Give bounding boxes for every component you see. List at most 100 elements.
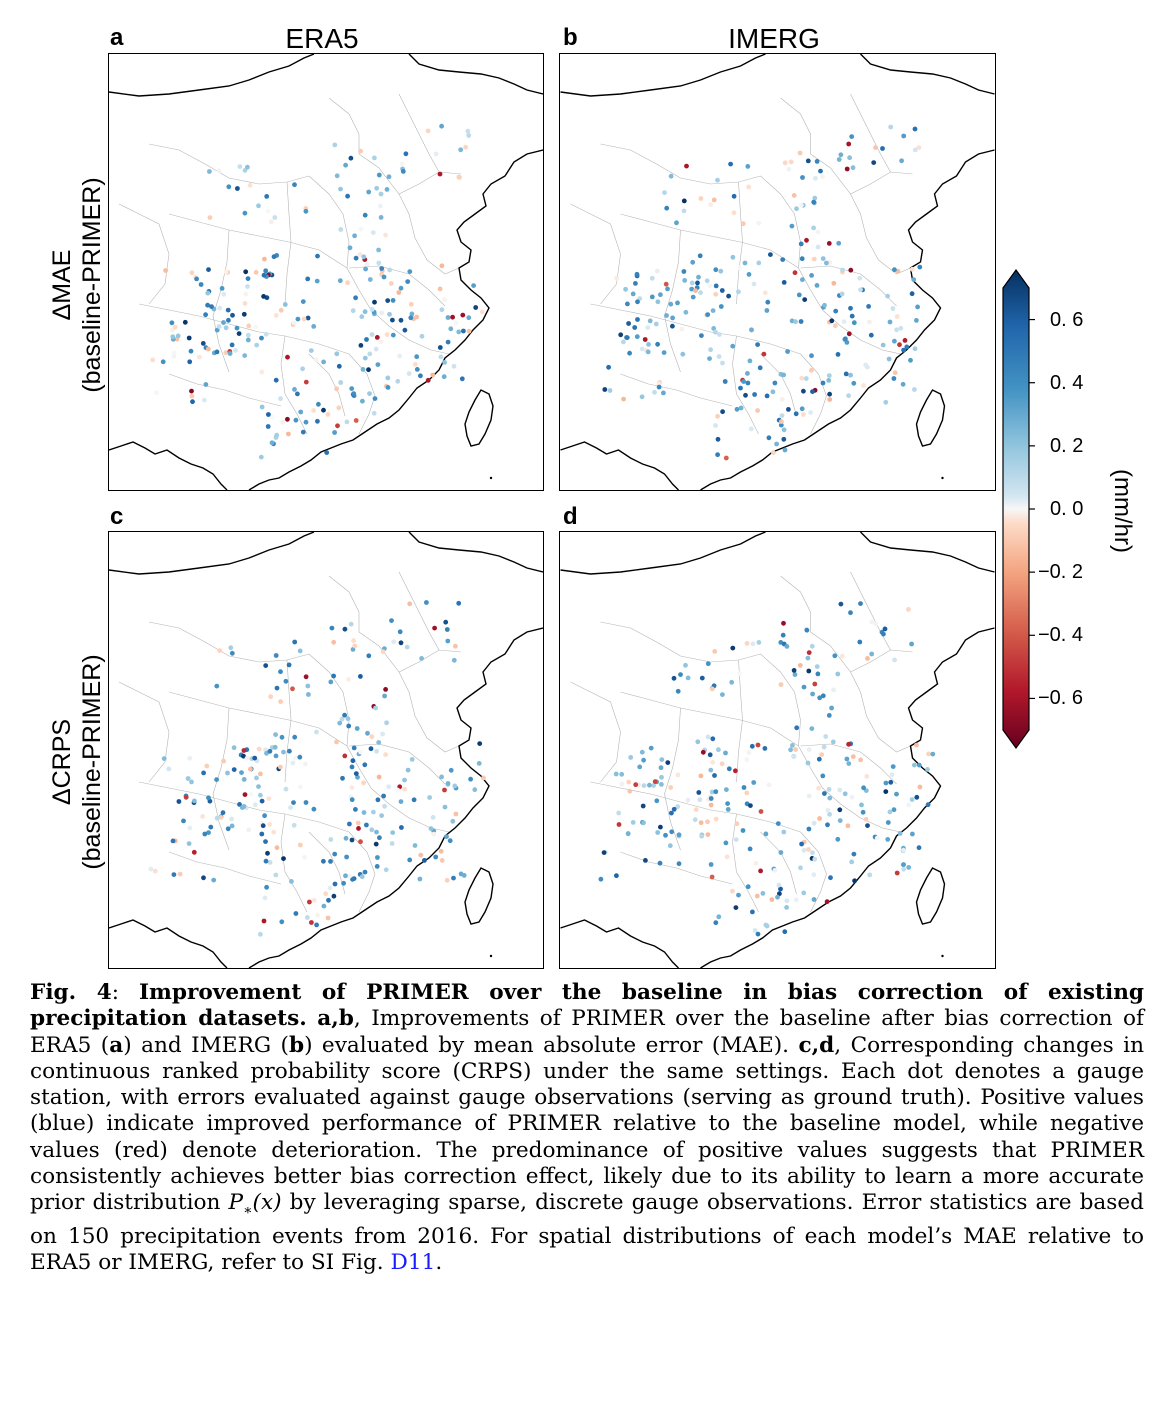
gauge-station-dot	[916, 145, 922, 150]
gauge-station-dot	[799, 375, 805, 381]
gauge-station-dot	[689, 280, 695, 286]
gauge-station-dot	[274, 432, 280, 438]
gauge-station-dot	[442, 297, 447, 303]
gauge-station-dot	[710, 736, 716, 742]
caption-ref-link[interactable]: D11	[390, 1250, 436, 1276]
gauge-station-dot	[349, 837, 355, 843]
gauge-station-dot	[639, 749, 645, 755]
gauge-station-dot	[274, 685, 280, 691]
gauge-station-dot	[719, 761, 725, 767]
gauge-station-dot	[641, 757, 646, 763]
gauge-station-dot	[369, 307, 375, 312]
gauge-station-dot	[827, 391, 832, 397]
gauge-station-dot	[815, 244, 821, 250]
gauge-station-dot	[302, 854, 307, 860]
gauge-station-dot	[831, 687, 836, 693]
gauge-station-dot	[262, 895, 268, 901]
gauge-station-dot	[371, 410, 377, 416]
gauge-station-dot	[402, 327, 408, 333]
gauge-station-dot	[324, 450, 330, 455]
colorbar-tick-label: 0. 6	[1050, 308, 1084, 331]
gauge-station-dot	[652, 389, 657, 395]
gauge-station-dot	[671, 675, 677, 681]
gauge-station-dot	[348, 621, 354, 627]
gauge-station-dot	[669, 810, 674, 816]
gauge-station-dot	[451, 657, 457, 663]
gauge-station-dot	[408, 315, 414, 321]
gauge-station-dot	[901, 862, 906, 867]
panel-letter-a: a	[110, 24, 124, 51]
gauge-station-dot	[214, 777, 219, 782]
gauge-station-dot	[822, 791, 827, 796]
gauge-station-dot	[360, 398, 365, 404]
gauge-station-dot	[198, 282, 204, 287]
gauge-station-dot	[328, 837, 334, 842]
gauge-station-dot	[385, 375, 391, 381]
gauge-station-dot	[894, 791, 899, 797]
gauge-station-dot	[225, 307, 231, 313]
province-border	[600, 621, 761, 663]
gauge-station-dot	[724, 854, 730, 860]
gauge-station-dot	[268, 694, 274, 700]
gauge-station-dot	[447, 838, 453, 844]
gauge-station-dot	[722, 379, 728, 384]
gauge-station-dot	[627, 350, 632, 356]
gauge-station-dot	[190, 399, 195, 405]
gauge-station-dot	[793, 897, 799, 903]
gauge-station-dot	[259, 798, 265, 804]
gauge-station-dot	[445, 339, 451, 345]
gauge-station-dot	[902, 338, 908, 343]
gauge-station-dot	[351, 745, 357, 751]
gauge-station-dot	[303, 800, 309, 805]
gauge-station-dot	[707, 356, 712, 361]
gauge-station-dot	[619, 771, 625, 777]
gauge-station-dot	[200, 814, 205, 819]
gauge-station-dot	[347, 873, 352, 879]
gauge-station-dot	[788, 159, 794, 165]
gauge-station-dot	[781, 436, 787, 442]
gauge-station-dot	[909, 266, 915, 272]
gauge-station-dot	[278, 396, 283, 402]
province-border	[308, 653, 410, 819]
taiwan-outline	[464, 867, 494, 925]
gauge-station-dot	[412, 362, 418, 367]
gauge-station-dot	[848, 372, 853, 378]
gauge-station-dot	[194, 276, 199, 282]
gauge-station-dot	[386, 174, 392, 180]
gauge-station-dot	[912, 147, 918, 153]
gauge-station-dot	[374, 748, 379, 754]
gauge-station-dot	[869, 651, 875, 657]
province-border	[620, 213, 799, 269]
gauge-station-dot	[189, 779, 194, 785]
gauge-station-dot	[811, 225, 816, 231]
gauge-station-dot	[836, 240, 842, 246]
gauge-station-dot	[383, 752, 388, 757]
gauge-station-dot	[882, 626, 888, 632]
gauge-station-dot	[481, 775, 486, 781]
gauge-station-dot	[832, 323, 838, 329]
gauge-station-dot	[887, 809, 893, 815]
gauge-station-dot	[353, 255, 359, 261]
gauge-station-dot	[890, 764, 896, 769]
gauge-station-dot	[833, 308, 839, 314]
gauge-station-dot	[867, 872, 873, 878]
gauge-station-dot	[264, 884, 269, 890]
province-border	[736, 181, 743, 305]
gauge-station-dot	[717, 332, 722, 337]
gauge-station-dot	[891, 376, 897, 381]
gauge-station-dot	[214, 683, 220, 689]
province-border	[348, 353, 376, 435]
gauge-station-dot	[885, 293, 890, 299]
gauge-station-dot	[804, 627, 810, 633]
colorbar-tick-label: −0. 6	[1038, 687, 1084, 710]
gauge-station-dot	[285, 416, 290, 422]
gauge-station-dot	[226, 317, 231, 323]
gauge-station-dot	[386, 784, 392, 790]
map-panel-b	[559, 53, 996, 491]
gauge-station-dot	[346, 723, 352, 729]
gauge-station-dot	[713, 283, 719, 289]
gauge-station-dot	[780, 632, 786, 638]
gauge-station-dot	[412, 843, 418, 848]
gauge-station-dot	[437, 171, 443, 177]
gauge-station-dot	[473, 305, 479, 310]
